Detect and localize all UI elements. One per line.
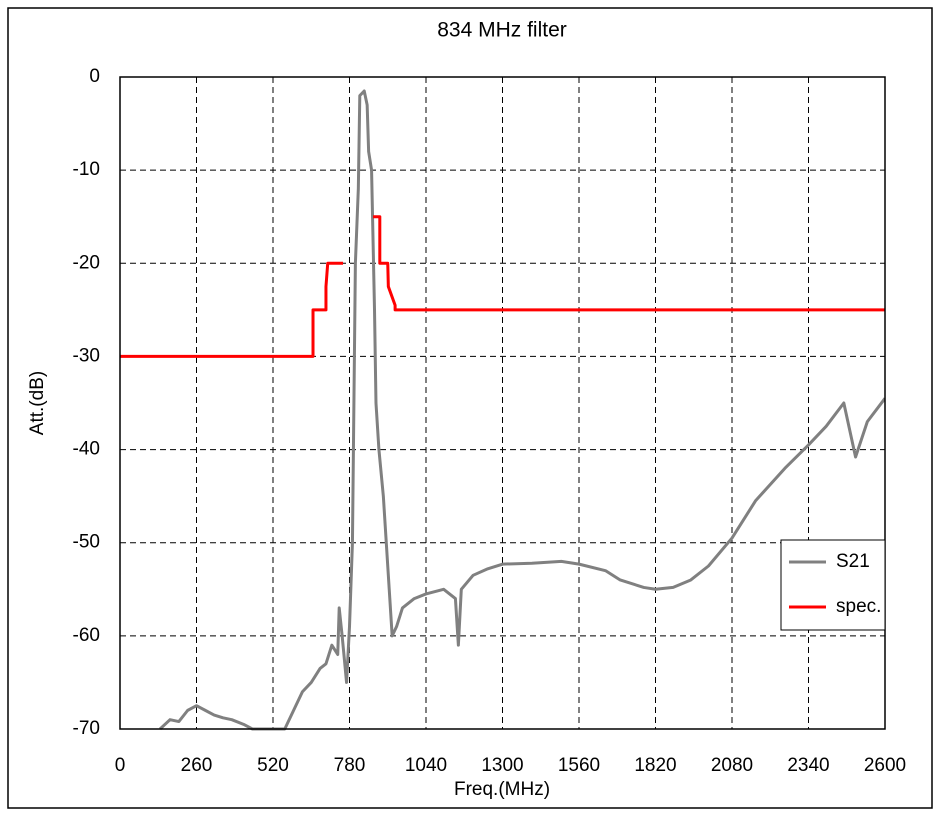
x-tick-label: 1820 <box>634 755 676 776</box>
legend-label: S21 <box>836 551 870 572</box>
y-axis-label: Att.(dB) <box>27 371 48 435</box>
y-tick-label: -10 <box>73 159 100 180</box>
y-tick-label: -40 <box>73 439 100 460</box>
x-tick-label: 2340 <box>787 755 829 776</box>
x-tick-label: 1560 <box>558 755 600 776</box>
x-tick-label: 2600 <box>864 755 906 776</box>
chart-title: 834 MHz filter <box>437 19 567 42</box>
x-tick-label: 1300 <box>481 755 523 776</box>
y-tick-label: -30 <box>73 345 100 366</box>
x-tick-label: 1040 <box>405 755 447 776</box>
series-line <box>120 215 885 358</box>
y-tick-label: -70 <box>73 718 100 739</box>
x-tick-label: 260 <box>181 755 213 776</box>
plot-border <box>119 76 886 730</box>
y-tick-label: -60 <box>73 625 100 646</box>
x-axis-label: Freq.(MHz) <box>454 779 550 800</box>
y-tick-label: -20 <box>73 252 100 273</box>
legend-box <box>780 539 886 631</box>
x-tick-label: 2080 <box>711 755 753 776</box>
x-tick-label: 0 <box>115 755 126 776</box>
y-tick-label: -50 <box>73 532 100 553</box>
x-tick-label: 520 <box>257 755 289 776</box>
x-tick-label: 780 <box>334 755 366 776</box>
legend-label: spec. <box>836 596 881 617</box>
y-tick-label: 0 <box>89 66 100 87</box>
